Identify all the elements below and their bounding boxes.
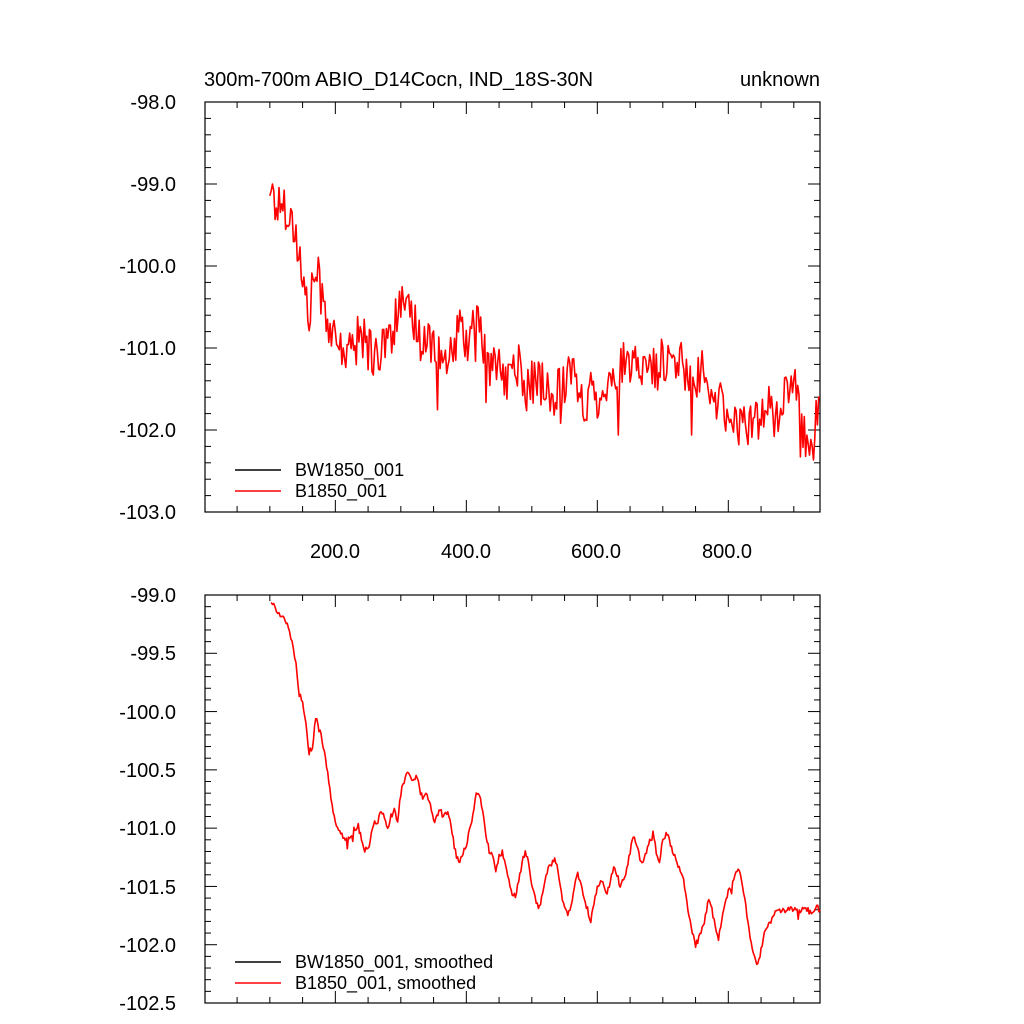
y-tick-label: -100.5 xyxy=(119,760,176,782)
y-tick-label: -99.0 xyxy=(130,174,176,196)
y-tick-label: -98.0 xyxy=(130,92,176,114)
series-line-b1850-001 xyxy=(269,183,820,461)
chart-title: 300m-700m ABIO_D14Cocn, IND_18S-30N xyxy=(204,69,593,91)
y-tick-label: -100.0 xyxy=(119,256,176,278)
y-tick-label: -100.0 xyxy=(119,702,176,724)
plot-frame xyxy=(204,101,821,513)
x-tick-labels: 200.0 400.0 600.0 800.0 xyxy=(310,541,752,563)
legend-label-bw1850-001: BW1850_001 xyxy=(295,460,404,481)
top-panel: 300m-700m ABIO_D14Cocn, IND_18S-30N unkn… xyxy=(119,69,821,563)
y-tick-label: -103.0 xyxy=(119,502,176,524)
legend-label-bw1850-001-smoothed: BW1850_001, smoothed xyxy=(295,952,493,973)
chart-right-title: unknown xyxy=(740,69,820,91)
bottom-panel: -99.0 -99.5 -100.0 -100.5 -101.0 -101.5 … xyxy=(119,585,821,1015)
y-tick-label: -102.0 xyxy=(119,935,176,957)
plot-frame xyxy=(204,594,821,1004)
y-tick-labels: -98.0 -99.0 -100.0 -101.0 -102.0 -103.0 xyxy=(119,92,176,524)
series-line-b1850-001-smoothed xyxy=(270,601,821,966)
y-tick-label: -99.5 xyxy=(130,643,176,665)
legend-label-b1850-001-smoothed: B1850_001, smoothed xyxy=(295,973,476,994)
y-tick-label: -102.0 xyxy=(119,420,176,442)
x-tick-label: 600.0 xyxy=(571,541,621,563)
y-tick-label: -101.0 xyxy=(119,818,176,840)
legend: BW1850_001 B1850_001 xyxy=(235,460,404,502)
y-tick-label: -101.0 xyxy=(119,338,176,360)
x-tick-label: 800.0 xyxy=(702,541,752,563)
legend-label-b1850-001: B1850_001 xyxy=(295,481,387,502)
x-tick-label: 400.0 xyxy=(441,541,491,563)
tick-marks xyxy=(205,594,820,1004)
legend: BW1850_001, smoothed B1850_001, smoothed xyxy=(235,952,493,994)
y-tick-labels: -99.0 -99.5 -100.0 -100.5 -101.0 -101.5 … xyxy=(119,585,176,1015)
tick-marks xyxy=(205,101,820,513)
y-tick-label: -99.0 xyxy=(130,585,176,607)
x-tick-label: 200.0 xyxy=(310,541,360,563)
y-tick-label: -101.5 xyxy=(119,877,176,899)
y-tick-label: -102.5 xyxy=(119,993,176,1015)
